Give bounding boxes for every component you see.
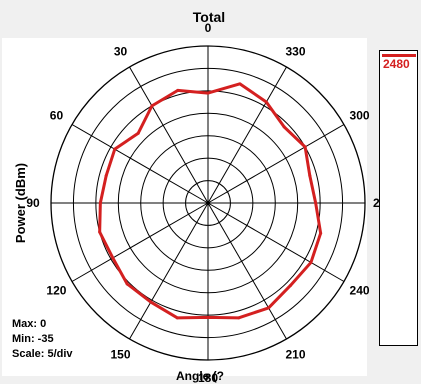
data-point — [264, 100, 268, 104]
data-point — [98, 201, 102, 205]
data-point — [150, 104, 154, 108]
legend: 2480 — [379, 50, 418, 346]
data-point — [308, 174, 312, 178]
angle-tick-label: 0 — [205, 21, 212, 35]
data-point — [149, 300, 153, 304]
data-point — [136, 131, 140, 135]
grid-spoke — [207, 66, 287, 204]
data-point — [125, 282, 129, 286]
angle-tick-label: 330 — [285, 44, 305, 58]
data-point — [104, 174, 108, 178]
angle-tick-label: 240 — [350, 284, 370, 298]
grid-spoke — [207, 202, 287, 340]
data-point — [319, 231, 323, 235]
y-axis-label: Power (dBm) — [13, 163, 28, 243]
series-group — [98, 82, 323, 320]
angle-tick-label: 90 — [26, 196, 40, 210]
data-point — [282, 125, 286, 129]
data-point — [314, 201, 318, 205]
angle-tick-label: 150 — [110, 348, 130, 362]
polar-grid — [50, 45, 366, 361]
grid-spoke — [207, 124, 345, 204]
angle-tick-label: 210 — [285, 348, 305, 362]
data-point — [288, 283, 292, 287]
angle-tick-label: 120 — [46, 284, 66, 298]
data-point — [175, 316, 179, 320]
data-point — [237, 316, 241, 320]
grid-spoke — [129, 66, 209, 204]
stat-min: Min: -35 — [12, 333, 54, 345]
chart-title: Total — [193, 9, 225, 25]
data-point — [303, 145, 307, 149]
angle-tick-label: 180 — [198, 371, 218, 384]
angle-tick-label: 60 — [50, 109, 64, 123]
data-point — [113, 147, 117, 151]
angle-tick-label: 300 — [350, 109, 370, 123]
stat-max: Max: 0 — [12, 318, 46, 330]
angle-tick-labels: 0306090120150180210240270300330 — [26, 21, 393, 384]
x-axis-label: Angle (? — [176, 369, 224, 383]
grid-spoke — [71, 124, 209, 204]
grid-spoke — [129, 202, 209, 340]
data-point — [238, 82, 242, 86]
data-point — [206, 91, 210, 95]
plot-background — [2, 38, 367, 376]
data-point — [267, 306, 271, 310]
data-point — [111, 256, 115, 260]
data-point — [206, 315, 210, 319]
angle-tick-label: 30 — [114, 44, 128, 58]
data-point — [98, 230, 102, 234]
legend-label-2480: 2480 — [383, 57, 410, 71]
grid-spoke — [71, 202, 209, 282]
data-point — [309, 260, 313, 264]
data-point — [176, 88, 180, 92]
legend-swatch-2480 — [382, 54, 416, 57]
stat-scale: Scale: 5/div — [12, 348, 73, 360]
grid-spoke — [207, 202, 345, 282]
